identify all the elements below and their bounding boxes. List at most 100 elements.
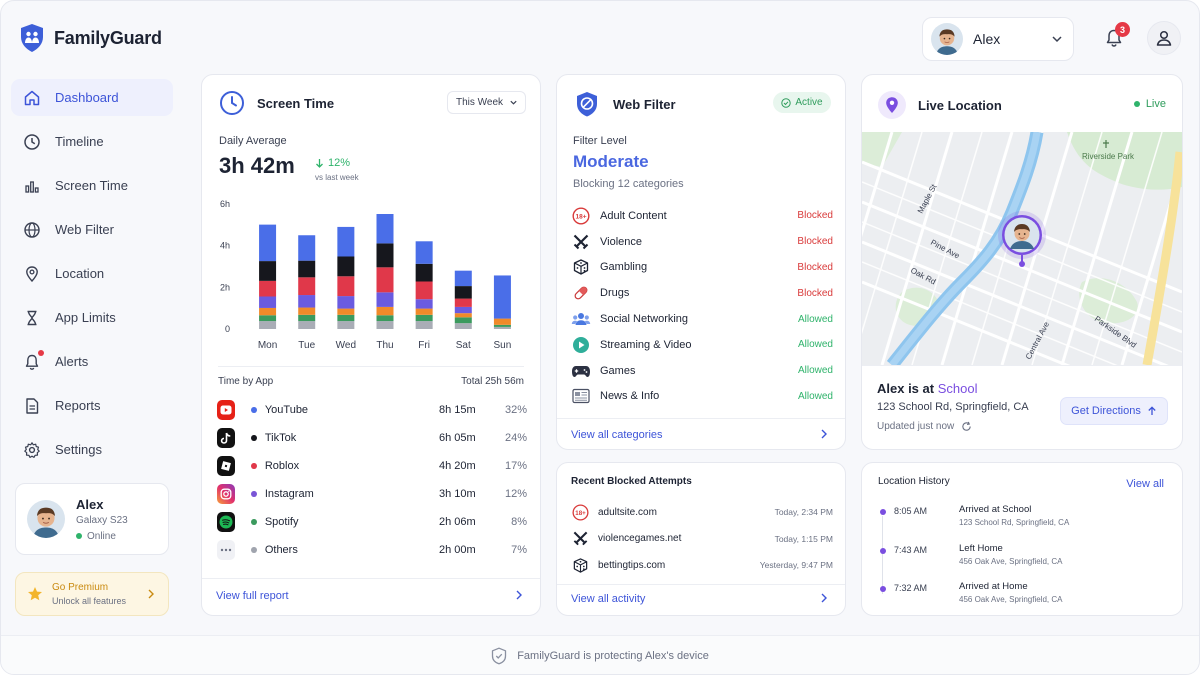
list-item[interactable]: News & Info Allowed	[571, 384, 833, 410]
list-item[interactable]: Games Allowed	[571, 358, 833, 384]
bar-segment[interactable]	[493, 275, 511, 319]
bar-segment[interactable]	[259, 280, 277, 297]
list-item[interactable]: Instagram 3h 10m 12%	[217, 480, 527, 508]
bar-segment[interactable]	[337, 226, 355, 257]
view-all-categories-link[interactable]: View all categories	[571, 429, 663, 441]
bar-segment[interactable]	[259, 224, 277, 262]
view-all-activity-link[interactable]: View all activity	[571, 593, 646, 605]
list-item[interactable]: 8:05 AM Arrived at School 123 School Rd,…	[878, 501, 1168, 540]
list-item[interactable]: YouTube 8h 15m 32%	[217, 396, 527, 424]
bar-segment[interactable]	[415, 263, 433, 282]
bar-segment[interactable]	[376, 214, 394, 244]
bar-segment[interactable]	[376, 267, 394, 293]
bar-segment[interactable]	[337, 314, 355, 322]
bar-segment[interactable]	[376, 292, 394, 307]
list-item[interactable]: Spotify 2h 06m 8%	[217, 508, 527, 536]
bar-segment[interactable]	[337, 256, 355, 277]
bar-segment[interactable]	[376, 243, 394, 268]
list-item[interactable]: Violence Blocked	[571, 229, 833, 255]
bar-segment[interactable]	[337, 296, 355, 309]
chevron-right-icon[interactable]	[819, 592, 829, 604]
bar-segment[interactable]	[493, 326, 511, 329]
range-dropdown[interactable]: This Week	[447, 91, 526, 114]
bar-segment[interactable]	[493, 324, 511, 327]
bar-segment[interactable]	[454, 286, 472, 299]
list-item[interactable]: violencegames.net Today, 1:15 PM	[571, 526, 833, 553]
sidebar-item-location[interactable]: Location	[11, 255, 173, 292]
list-item[interactable]: Social Networking Allowed	[571, 306, 833, 332]
bar-segment[interactable]	[376, 306, 394, 316]
list-item[interactable]: 7:43 AM Left Home 456 Oak Ave, Springfie…	[878, 540, 1168, 579]
list-item[interactable]: 7:32 AM Arrived at Home 456 Oak Ave, Spr…	[878, 578, 1168, 617]
list-item[interactable]: Roblox 4h 20m 17%	[217, 452, 527, 480]
bar-segment[interactable]	[259, 315, 277, 322]
bar-segment[interactable]	[337, 276, 355, 297]
bar-segment[interactable]	[415, 241, 433, 264]
chevron-right-icon[interactable]	[514, 589, 524, 601]
bar-segment[interactable]	[298, 295, 316, 308]
bar-segment[interactable]	[298, 321, 316, 329]
device-card[interactable]: Alex Galaxy S23 Online	[15, 483, 169, 555]
people-icon	[571, 309, 591, 329]
refresh-icon[interactable]	[961, 421, 972, 432]
bar-segment[interactable]	[259, 307, 277, 316]
list-item[interactable]: Drugs Blocked	[571, 280, 833, 306]
bar-segment[interactable]	[298, 235, 316, 261]
bar-segment[interactable]	[415, 314, 433, 322]
bar-segment[interactable]	[259, 261, 277, 281]
sidebar-item-web-filter[interactable]: Web Filter	[11, 211, 173, 248]
get-directions-button[interactable]: Get Directions	[1060, 397, 1168, 425]
sidebar-item-app-limits[interactable]: App Limits	[11, 299, 173, 336]
location-map[interactable]: Riverside Park Maple St Pine Ave Oak Rd …	[862, 132, 1182, 365]
premium-banner[interactable]: Go Premium Unlock all features	[15, 572, 169, 616]
sidebar-item-timeline[interactable]: Timeline	[11, 123, 173, 160]
sidebar-item-reports[interactable]: Reports	[11, 387, 173, 424]
list-item[interactable]: Others 2h 00m 7%	[217, 536, 527, 564]
bar-segment[interactable]	[454, 317, 472, 324]
bar-segment[interactable]	[415, 281, 433, 300]
list-item[interactable]: Gambling Blocked	[571, 255, 833, 281]
bar-segment[interactable]	[376, 315, 394, 322]
sidebar-item-dashboard[interactable]: Dashboard	[11, 79, 173, 116]
bar-segment[interactable]	[415, 321, 433, 329]
bar-segment[interactable]	[454, 270, 472, 287]
profile-switcher[interactable]: Alex	[922, 17, 1074, 61]
timeline-line	[882, 516, 883, 594]
list-item[interactable]: Streaming & Video Allowed	[571, 332, 833, 358]
filter-level-label: Filter Level	[573, 135, 627, 147]
bar-segment[interactable]	[454, 323, 472, 329]
bar-segment[interactable]	[337, 308, 355, 315]
bar-segment[interactable]	[454, 298, 472, 307]
view-full-report-link[interactable]: View full report	[216, 590, 289, 602]
bar-segment[interactable]	[493, 318, 511, 325]
bar-segment[interactable]	[298, 260, 316, 278]
bar-segment[interactable]	[415, 308, 433, 315]
bar-segment[interactable]	[337, 321, 355, 329]
timeline-dot	[880, 586, 886, 592]
sidebar-item-alerts[interactable]: Alerts	[11, 343, 173, 380]
bar-segment[interactable]	[454, 313, 472, 318]
view-all-history-link[interactable]: View all	[1126, 478, 1164, 490]
category-status: Blocked	[797, 210, 833, 222]
bar-segment[interactable]	[298, 314, 316, 322]
bar-segment[interactable]	[454, 306, 472, 314]
notifications-button[interactable]: 3	[1099, 22, 1130, 53]
account-button[interactable]	[1147, 21, 1181, 55]
sidebar-item-settings[interactable]: Settings	[11, 431, 173, 468]
bar-segment[interactable]	[298, 307, 316, 315]
chevron-right-icon[interactable]	[819, 428, 829, 440]
protection-footer-text: FamilyGuard is protecting Alex's device	[517, 649, 709, 662]
avatar	[931, 23, 963, 55]
brand[interactable]: FamilyGuard	[19, 23, 162, 53]
bar-segment[interactable]	[259, 321, 277, 329]
sidebar-item-screen-time[interactable]: Screen Time	[11, 167, 173, 204]
bar-segment[interactable]	[415, 299, 433, 309]
list-item[interactable]: bettingtips.com Yesterday, 9:47 PM	[571, 552, 833, 579]
x-tick-label: Sat	[456, 340, 471, 351]
bar-segment[interactable]	[298, 277, 316, 296]
bar-segment[interactable]	[376, 321, 394, 329]
bar-segment[interactable]	[259, 296, 277, 308]
list-item[interactable]: 18+ Adult Content Blocked	[571, 203, 833, 229]
list-item[interactable]: TikTok 6h 05m 24%	[217, 424, 527, 452]
list-item[interactable]: 18+ adultsite.com Today, 2:34 PM	[571, 499, 833, 526]
